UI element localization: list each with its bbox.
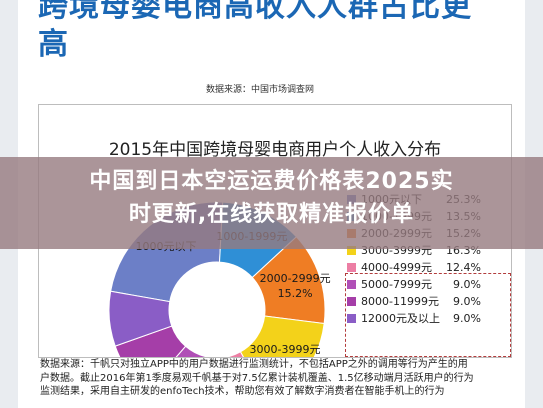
legend-item: 12000元及以上 9.0% — [347, 310, 481, 326]
donut-slice — [108, 290, 173, 347]
promo-banner[interactable] — [0, 157, 543, 249]
legend-item: 4000-4999元 12.4% — [347, 259, 481, 275]
legend-swatch — [347, 245, 356, 255]
donut-slice — [239, 315, 325, 357]
legend-swatch — [347, 279, 356, 289]
legend-value: 12.4% — [446, 260, 481, 274]
legend-label: 4000-4999元 — [361, 261, 432, 274]
legend-item: 5000-7999元 9.0% — [347, 276, 481, 292]
legend-value: 9.0% — [453, 294, 481, 308]
legend-swatch — [347, 262, 356, 272]
promo-banner-line2[interactable]: 时更新,在线获取精准报价单 — [128, 202, 415, 227]
slice-value-label: 15.2% — [278, 287, 313, 300]
promo-banner-line1[interactable]: 中国到日本空运运费价格表2025实 — [89, 169, 454, 194]
footnote-line-3: 监测结果，采用自主研发的enfoTech技术，帮助您有效了解数字消费者在智能手机… — [40, 386, 445, 397]
legend-label: 5000-7999元 — [361, 278, 432, 291]
legend-item: 8000-11999元 9.0% — [347, 293, 481, 309]
legend-value: 9.0% — [453, 277, 481, 291]
legend-label: 12000元及以上 — [361, 312, 440, 325]
legend-label: 8000-11999元 — [361, 295, 439, 308]
footnote-line-2: 户数据。截止2016年第1季度易观千帆基于对7.5亿累计装机覆盖、1.5亿移动端… — [40, 372, 474, 384]
legend-highlight-box — [345, 273, 511, 357]
article-headline-line2: 高 — [38, 27, 69, 62]
article-headline-line1: 跨境母婴电商高收入人群占比更 — [38, 0, 472, 24]
slice-label: 3000-3999元 — [250, 343, 321, 356]
promo-banner-text[interactable]: 中国到日本空运运费价格表2025实 时更新,在线获取精准报价单 — [0, 165, 543, 231]
legend-value: 9.0% — [453, 311, 481, 325]
donut-slice — [207, 351, 244, 357]
legend-swatch — [347, 296, 356, 306]
slice-label: 2000-2999元 — [260, 272, 331, 285]
legend-swatch — [347, 313, 356, 323]
donut-slice — [175, 345, 209, 357]
chart-title: 2015年中国跨境母婴电商用户个人收入分布 — [108, 140, 442, 160]
data-source-label: 数据来源：中国市场调查网 — [206, 85, 315, 95]
footnote-line-1: 数据来源：千帆只对独立APP中的用户数据进行监测统计，不包括APP之外的调用等行… — [40, 359, 468, 370]
footnote: 数据来源：千帆只对独立APP中的用户数据进行监测统计，不包括APP之外的调用等行… — [40, 358, 510, 399]
